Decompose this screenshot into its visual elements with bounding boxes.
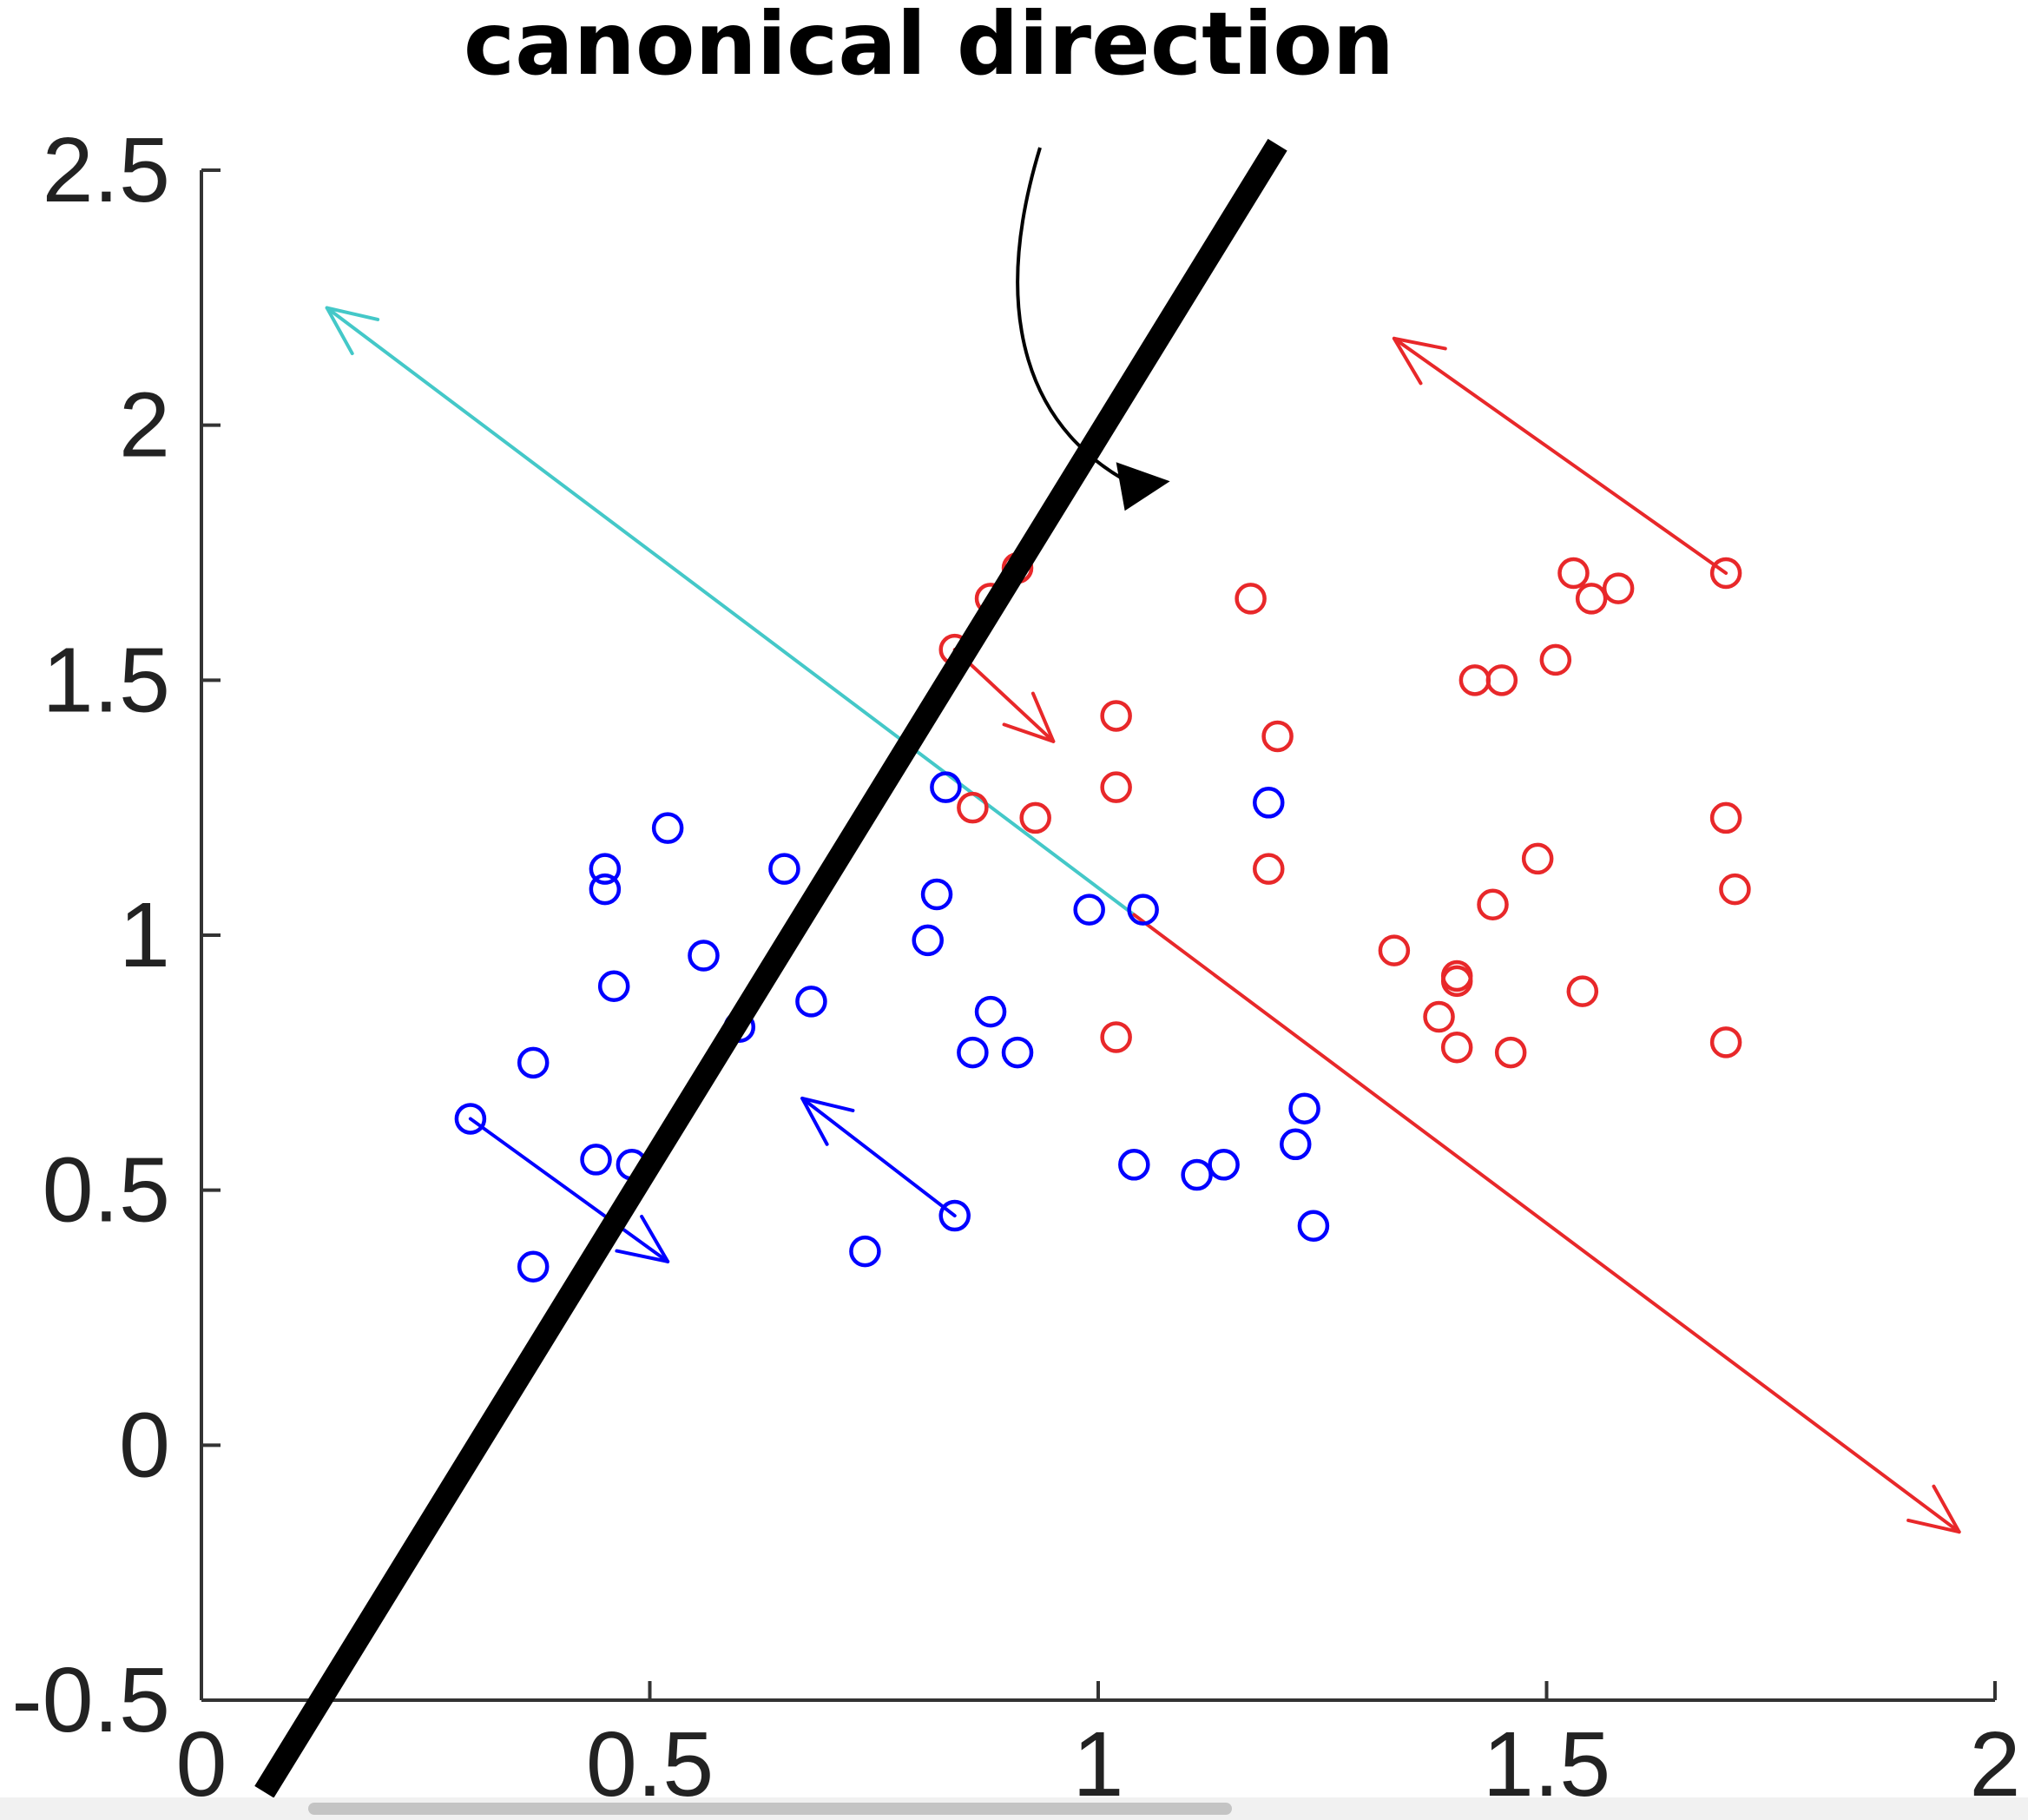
arrow-head	[325, 306, 380, 356]
annotation-group: canonical direction	[464, 0, 1394, 511]
blue-point	[1181, 1158, 1213, 1191]
red-point	[1235, 583, 1267, 615]
y-tick-label: 1	[119, 884, 170, 986]
y-tick-label: 0.5	[43, 1139, 170, 1242]
red-point	[1477, 888, 1509, 921]
arrow-head	[1002, 691, 1056, 743]
red-point	[1602, 572, 1635, 604]
arrow-head	[1906, 1484, 1961, 1534]
blue-point	[912, 924, 944, 957]
red-point	[1458, 664, 1491, 696]
blue-point	[957, 1036, 989, 1069]
annotation-label: canonical direction	[464, 0, 1394, 95]
arrows-group	[325, 306, 1961, 1534]
blue-point	[589, 873, 622, 906]
blue-point	[1297, 1210, 1330, 1243]
y-tick-label: 1.5	[43, 629, 170, 731]
red-point	[1557, 557, 1590, 590]
points-group	[454, 551, 1751, 1283]
red-point	[1521, 842, 1554, 875]
red-point	[1100, 771, 1132, 803]
blue-point	[1253, 787, 1285, 819]
y-tick-label: 0	[119, 1394, 170, 1496]
tick-group: 0 0.5 1 1.5 2-0.500.511.522.5	[11, 119, 2020, 1816]
red-point	[1100, 1021, 1132, 1053]
blue-point	[768, 853, 800, 885]
red-point	[1539, 643, 1572, 676]
blue-point	[930, 771, 962, 803]
red-point	[1253, 853, 1285, 885]
arrow-shaft	[800, 1096, 957, 1218]
blue-point	[920, 878, 953, 911]
blue-point	[580, 1144, 612, 1176]
y-tick-label: -0.5	[11, 1649, 170, 1751]
red-point	[1709, 801, 1742, 834]
red-point	[1575, 583, 1608, 615]
blue-point	[454, 1103, 487, 1135]
red-point	[957, 791, 989, 824]
blue-point	[974, 995, 1007, 1028]
blue-point	[1288, 1092, 1320, 1124]
blue-point	[517, 1250, 550, 1283]
red-point	[1019, 801, 1051, 834]
arrow	[325, 306, 1136, 917]
red-point	[1485, 664, 1518, 696]
blue-point	[1118, 1149, 1150, 1181]
blue-point	[597, 970, 630, 1002]
blue-point	[1208, 1149, 1240, 1181]
arrow	[800, 1096, 957, 1218]
blue-point	[589, 853, 622, 885]
arrow	[1132, 913, 1961, 1534]
arrow-shaft	[1132, 913, 1961, 1534]
red-point	[1709, 557, 1742, 590]
red-point	[1494, 1036, 1527, 1069]
arrow-shaft	[468, 1117, 670, 1263]
blue-point	[1001, 1036, 1034, 1069]
y-tick-label: 2	[119, 374, 170, 477]
red-point	[1719, 873, 1751, 906]
canonical-direction-line	[254, 138, 1287, 1798]
blue-point	[688, 940, 720, 972]
arrow-shaft	[1392, 336, 1728, 575]
arrow	[1392, 336, 1728, 575]
arrow-head	[800, 1096, 855, 1146]
blue-point	[517, 1046, 550, 1079]
blue-point	[795, 986, 827, 1018]
red-point	[1423, 1000, 1455, 1033]
arrow-shaft	[952, 648, 1056, 743]
horizontal-scrollbar-thumb[interactable]	[308, 1803, 1232, 1815]
red-point	[1709, 1026, 1742, 1058]
red-point	[1100, 700, 1132, 732]
arrow-head	[615, 1214, 670, 1263]
red-point	[1440, 1031, 1473, 1064]
blue-point	[1280, 1128, 1312, 1161]
y-tick-label: 2.5	[43, 119, 170, 221]
arrow-shaft	[325, 306, 1136, 917]
blue-point	[1127, 894, 1159, 926]
annotation-pointer-head	[1116, 462, 1170, 511]
red-point	[1440, 965, 1473, 998]
canonical-line-group	[254, 138, 1287, 1798]
red-point	[1378, 934, 1411, 966]
blue-point	[1073, 894, 1105, 926]
annotation-pointer	[1016, 147, 1145, 492]
blue-point	[938, 1199, 971, 1232]
arrow	[468, 1117, 670, 1263]
blue-point	[651, 812, 684, 844]
arrow	[952, 648, 1056, 743]
blue-point	[849, 1235, 881, 1268]
arrow-head	[1392, 336, 1447, 386]
red-point	[1261, 720, 1294, 753]
red-point	[1566, 975, 1599, 1007]
